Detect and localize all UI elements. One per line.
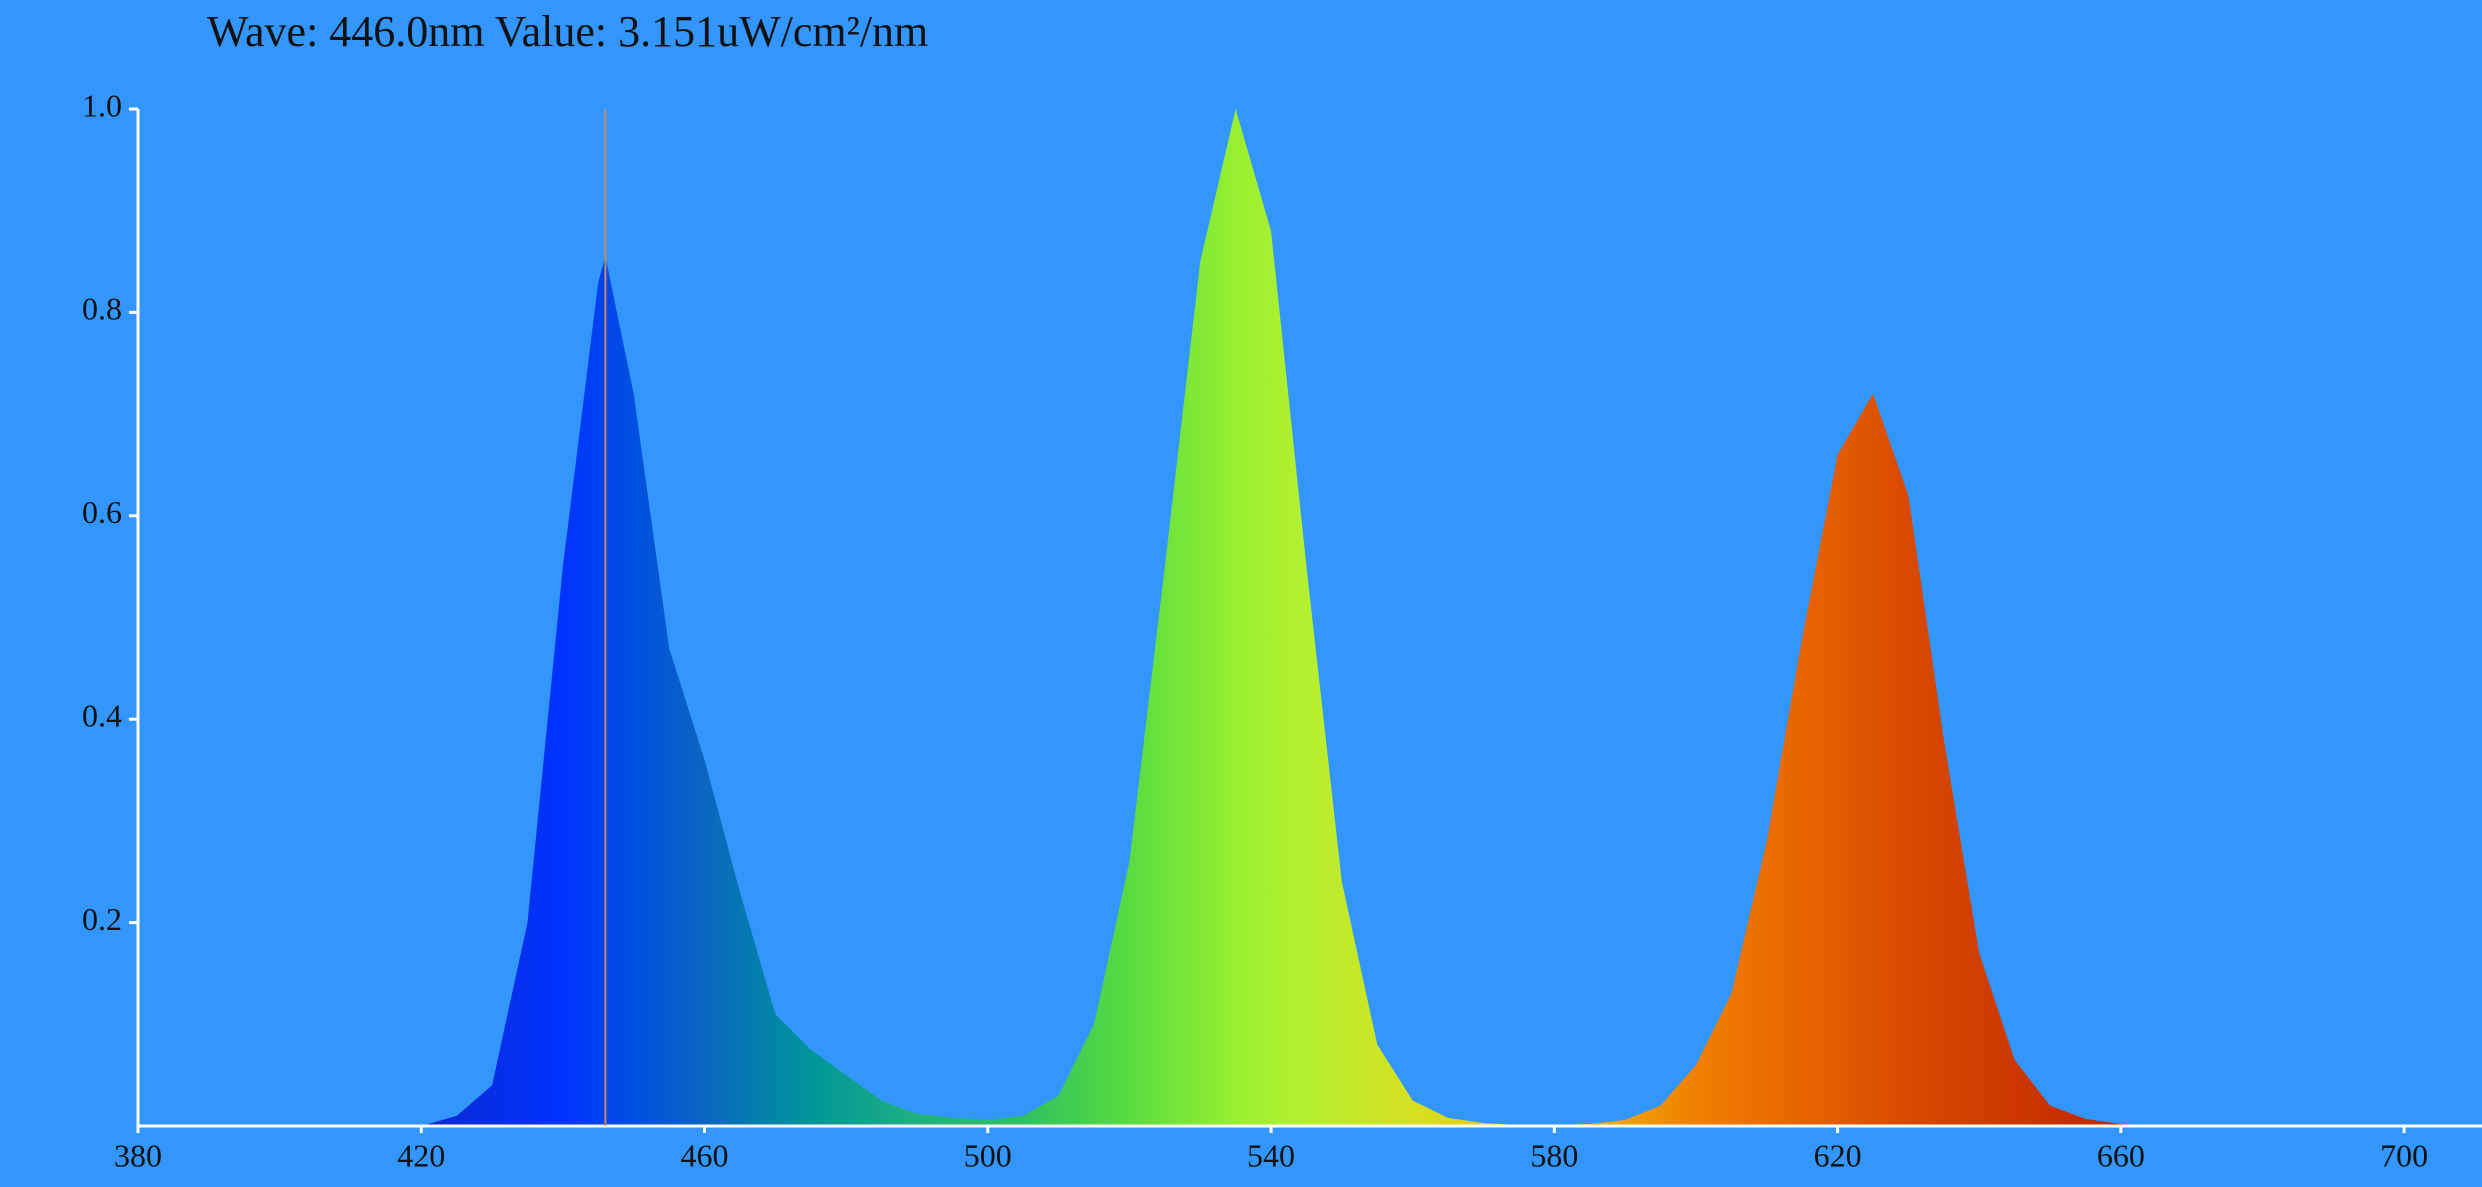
x-tick-label: 700 <box>2380 1137 2428 1173</box>
spectrum-area <box>385 109 2157 1126</box>
x-tick-label: 460 <box>681 1137 729 1173</box>
x-tick-label: 420 <box>397 1137 445 1173</box>
readout: Wave: 446.0nm Value: 3.151uW/cm²/nm <box>207 7 928 56</box>
y-tick-label: 0.8 <box>82 291 122 327</box>
x-tick-label: 660 <box>2097 1137 2145 1173</box>
x-tick-label: 540 <box>1247 1137 1295 1173</box>
x-tick-label: 500 <box>964 1137 1012 1173</box>
y-tick-label: 0.2 <box>82 901 122 937</box>
y-tick-label: 0.6 <box>82 494 122 530</box>
x-tick-label: 620 <box>1814 1137 1862 1173</box>
x-tick-label: 580 <box>1530 1137 1578 1173</box>
y-tick-label: 1.0 <box>82 87 122 123</box>
y-tick-label: 0.4 <box>82 698 122 734</box>
x-tick-label: 380 <box>114 1137 162 1173</box>
